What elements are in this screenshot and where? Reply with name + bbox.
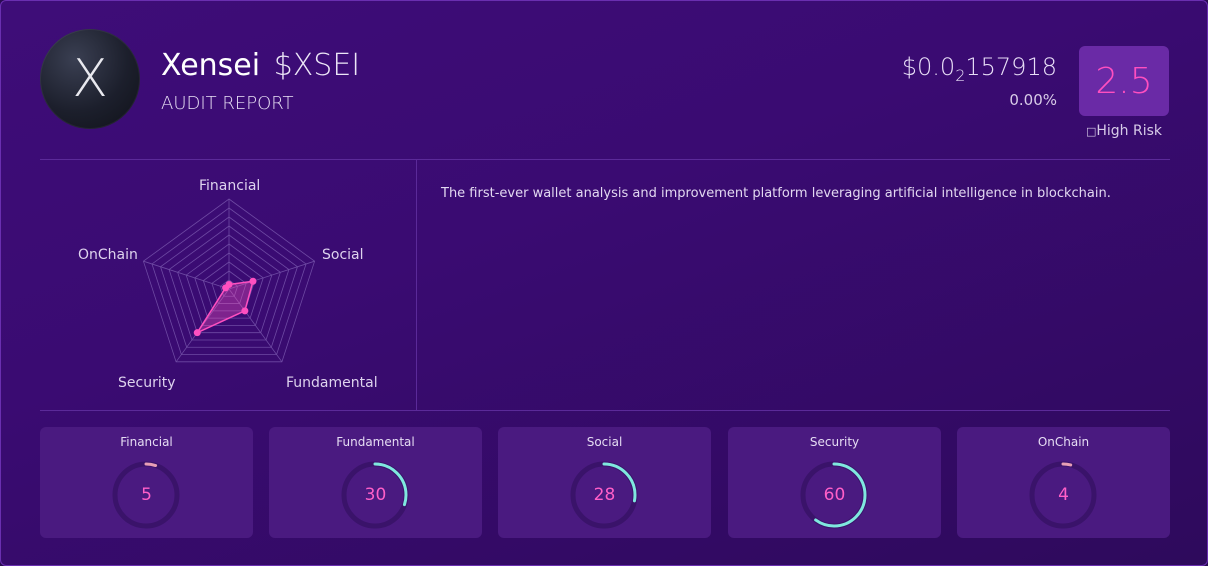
divider [416,160,417,410]
stat-value: 5 [141,485,152,505]
ring-progress [801,462,867,528]
radar-label-fundamental: Fundamental [286,375,378,391]
risk-text: High Risk [1096,123,1163,139]
radar-grid-ring [151,207,307,355]
token-price: $0.02157918 [902,53,1057,85]
report-subtitle: AUDIT REPORT [161,93,294,114]
score-ring [570,461,638,529]
radar-grid-ring [211,270,247,304]
logo-letter: X [72,49,108,109]
price-prefix: $0.0 [901,53,956,81]
stat-card-social: Social 28 [498,427,711,538]
token-description: The first-ever wallet analysis and impro… [441,186,1111,201]
stat-card-fundamental: Fundamental 30 [269,427,482,538]
stat-label: Financial [120,435,173,449]
score-ring [800,461,868,529]
stat-value: 28 [593,485,616,505]
stat-card-security: Security 60 [728,427,941,538]
radar-axis-line [228,288,283,363]
warning-icon: □ [1085,125,1097,138]
token-name: Xensei [161,48,261,83]
radar-label-social: Social [322,247,364,263]
ring-progress [571,462,637,528]
stat-label: Security [809,435,860,449]
ring-progress [1030,462,1096,528]
score-value: 2.5 [1095,60,1153,102]
radar-data-point [193,329,201,337]
token-ticker: $XSEI [273,48,361,83]
radar-svg [142,198,316,363]
radar-grid-ring [177,234,281,334]
score-ring [1029,461,1097,529]
radar-data-point [222,284,230,292]
stat-value: 60 [823,485,846,505]
radar-grid-ring [185,243,273,326]
radar-chart: Financial Social Fundamental Security On… [40,161,416,409]
stat-value: 30 [364,485,387,505]
divider [40,410,1170,411]
radar-grid-ring [160,216,298,348]
stat-card-financial: Financial 5 [40,427,253,538]
ring-progress [342,462,408,528]
radar-grid-ring [202,261,256,312]
stat-value: 4 [1058,485,1069,505]
token-logo: X [40,29,140,129]
radar-label-security: Security [118,375,176,391]
stat-label: Fundamental [336,435,415,449]
radar-label-onchain: OnChain [78,247,138,263]
token-title: Xensei $XSEI [161,48,360,83]
score-ring [341,461,409,529]
radar-axis-line [228,260,315,290]
price-zero-count: 2 [955,66,966,85]
radar-axis-line [143,260,230,290]
score-badge: 2.5 [1079,46,1169,116]
radar-label-financial: Financial [199,178,261,194]
price-change: 0.00% [1009,91,1057,109]
stat-label: Social [586,435,623,449]
score-ring [112,461,180,529]
stat-card-onchain: OnChain 4 [957,427,1170,538]
radar-grid-ring [142,198,316,363]
radar-grid-ring [168,225,290,341]
radar-data-point [241,307,249,315]
ring-progress [113,462,179,528]
stat-label: OnChain [1037,435,1090,449]
radar-grid-ring [219,279,239,297]
risk-label: □High Risk [1079,123,1169,139]
price-digits: 157918 [965,53,1057,81]
divider [40,159,1170,160]
radar-data-point [249,277,257,285]
